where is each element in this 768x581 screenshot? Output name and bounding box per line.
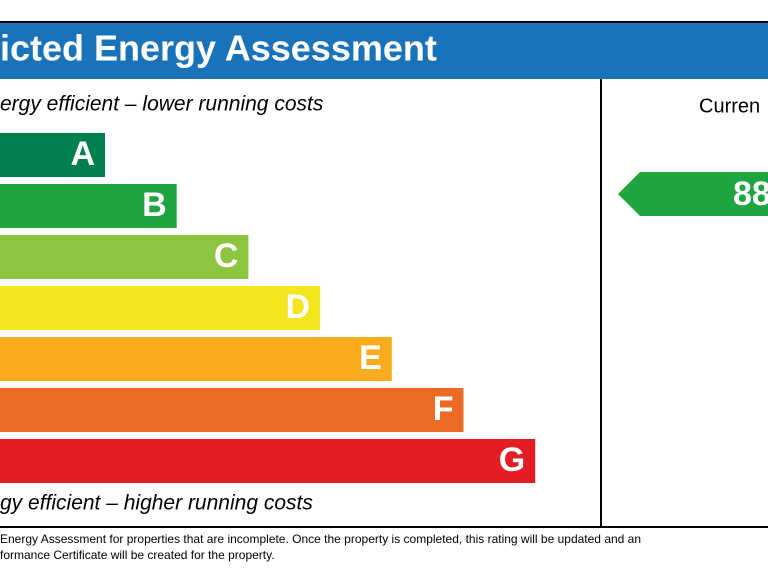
band-letter: E — [359, 339, 382, 377]
band-letter: G — [499, 441, 525, 479]
footer-line: formance Certificate will be created for… — [0, 548, 275, 562]
band-letter: F — [433, 390, 454, 428]
bottom-note: gy efficient – higher running costs — [0, 492, 313, 515]
band-bar — [0, 388, 464, 432]
current-label: Curren — [699, 95, 760, 117]
band-bar — [0, 337, 392, 381]
band-letter: B — [142, 186, 167, 224]
band-bar — [0, 133, 105, 177]
band-bar — [0, 235, 249, 279]
band-bar — [0, 286, 321, 330]
title: icted Energy Assessment — [0, 28, 437, 69]
band-letter: A — [70, 135, 95, 173]
top-note: ergy efficient – lower running costs — [0, 93, 324, 116]
band-bar — [0, 184, 177, 228]
current-arrow — [618, 172, 768, 216]
band-letter: D — [286, 288, 311, 326]
title-bar — [0, 22, 768, 79]
footer-line: Energy Assessment for properties that ar… — [0, 532, 641, 546]
band-letter: C — [214, 237, 239, 275]
current-rating: 88 — [733, 175, 768, 213]
band-bar — [0, 439, 536, 483]
